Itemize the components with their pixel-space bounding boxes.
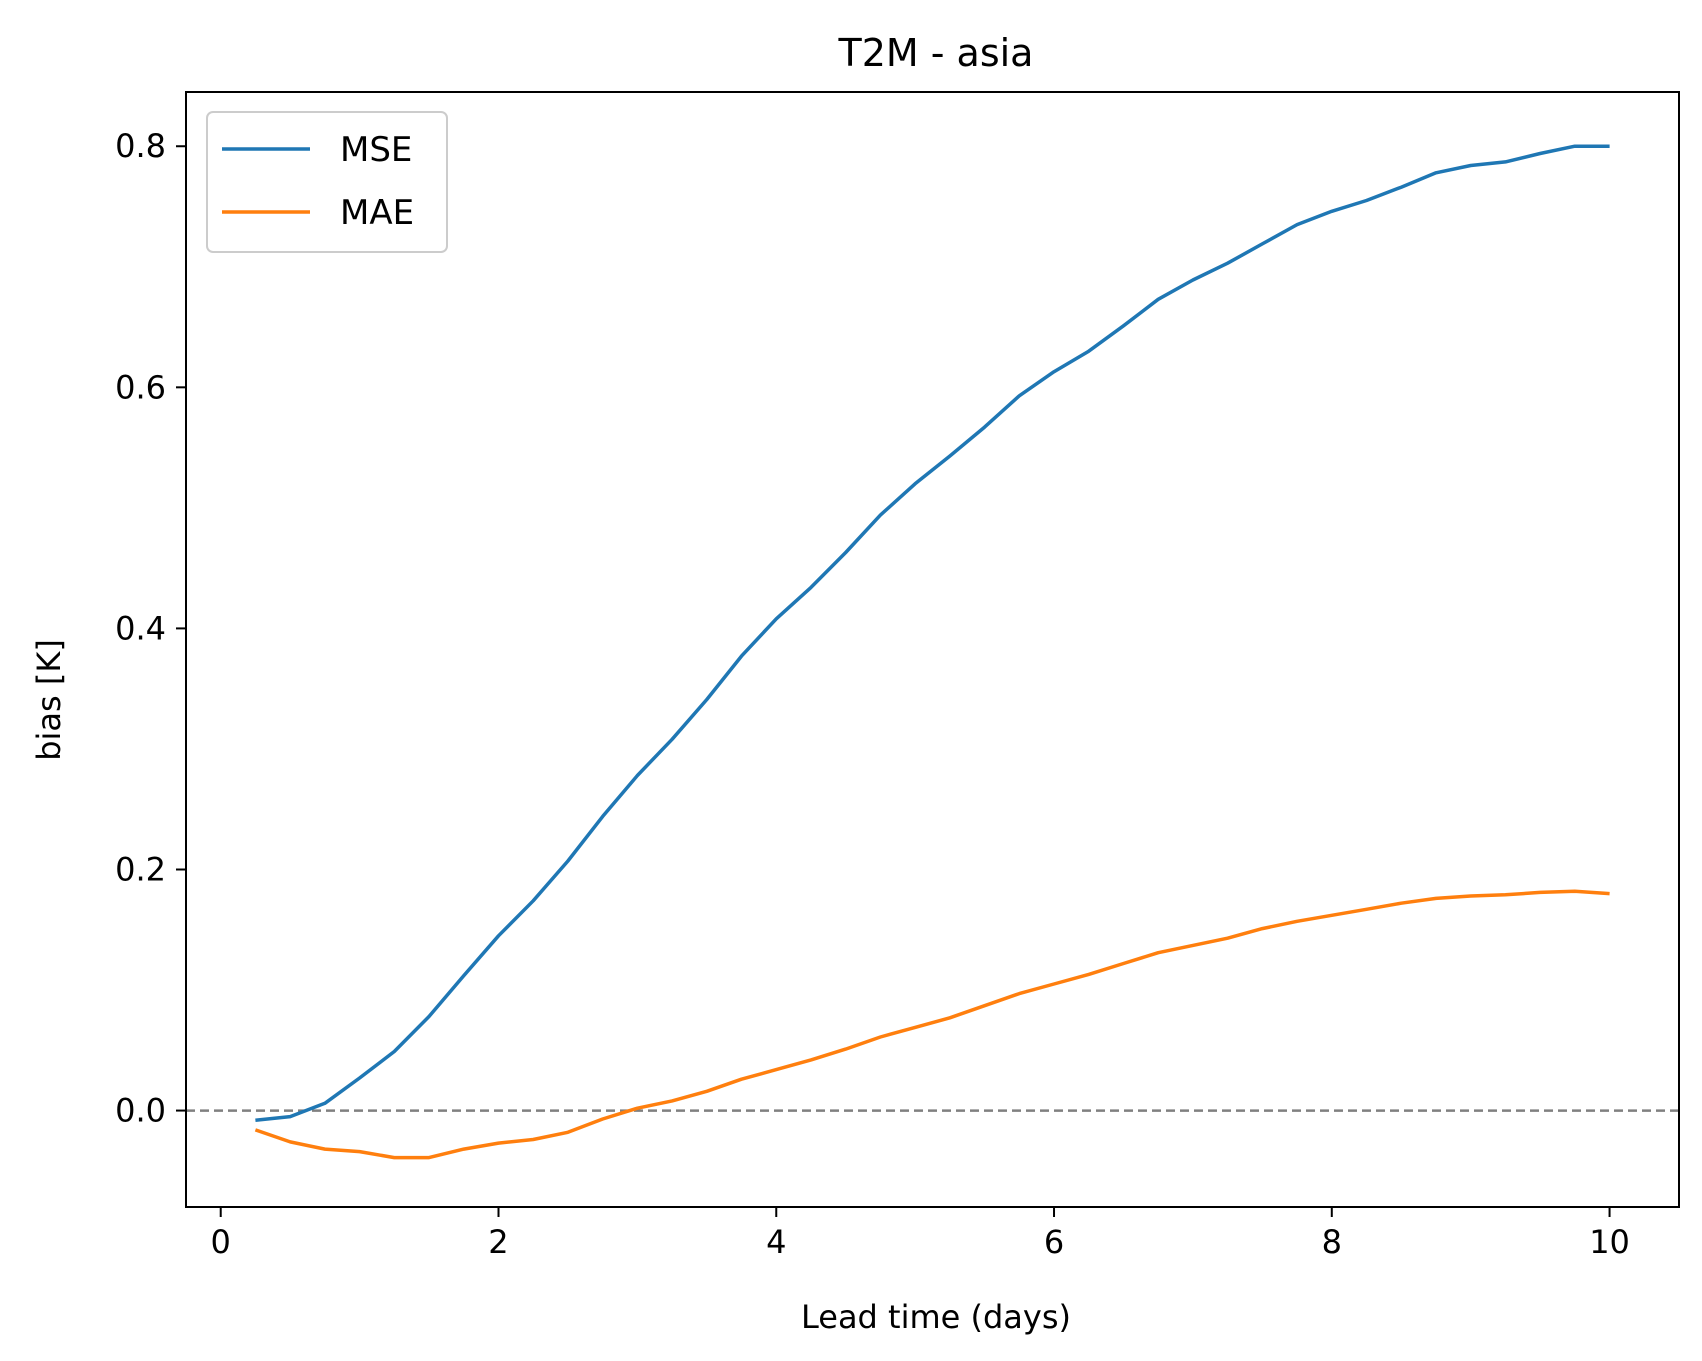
x-tick-label: 8 (1322, 1223, 1342, 1261)
axes-frame (185, 91, 1680, 1208)
series-line-mae (254, 889, 1610, 1160)
series-line-mse (255, 144, 1610, 1122)
x-axis-label: Lead time (days) (801, 1298, 1071, 1336)
y-tick-label: 0.2 (115, 850, 166, 888)
legend: MSE MAE (206, 111, 448, 253)
axes: 0 2 4 6 8 10 0.0 0.2 0.4 0.6 0.8 (115, 91, 1680, 1261)
y-tick-label: 0.0 (115, 1092, 166, 1130)
y-tick-label: 0.4 (115, 609, 166, 647)
legend-label-mse: MSE (340, 130, 412, 170)
y-axis-label: bias [K] (30, 639, 68, 761)
x-tick-label: 2 (488, 1223, 508, 1261)
y-tick-label: 0.6 (115, 368, 166, 406)
x-tick-label: 0 (211, 1223, 231, 1261)
legend-label-mae: MAE (340, 193, 414, 233)
plot-area (186, 144, 1679, 1160)
x-tick-label: 10 (1589, 1223, 1630, 1261)
legend-box (206, 111, 448, 253)
x-tick-label: 4 (766, 1223, 786, 1261)
y-tick-label: 0.8 (115, 127, 166, 165)
x-tick-label: 6 (1044, 1223, 1064, 1261)
chart-title: T2M - asia (838, 31, 1034, 75)
